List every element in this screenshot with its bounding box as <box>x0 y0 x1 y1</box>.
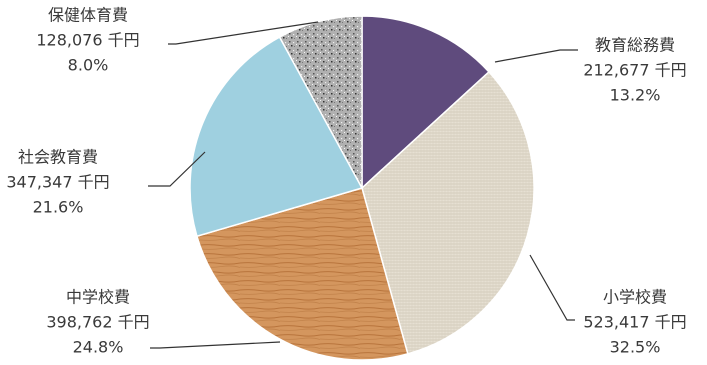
slice-percent-label-4: 21.6% <box>33 198 84 217</box>
slice-percent-label-5: 8.0% <box>68 56 109 75</box>
slice-percent-label-3: 24.8% <box>73 338 124 357</box>
pie-slice-3 <box>195 187 409 361</box>
leader-lines <box>148 21 578 349</box>
pie-slice-4 <box>189 36 364 238</box>
pie-slice-5 <box>278 15 363 189</box>
slice-value-label-1: 212,677 千円 <box>583 61 686 80</box>
leader-line-4 <box>148 151 206 187</box>
leader-line-5 <box>168 21 319 45</box>
slices-layer <box>189 15 535 361</box>
slice-value-label-4: 347,347 千円 <box>6 173 109 192</box>
slice-percent-label-2: 32.5% <box>610 338 661 357</box>
slice-labels: 教育総務費 212,677 千円 13.2% 小学校費 523,417 千円 32.5% 中… <box>6 6 686 357</box>
slice-value-label-5: 128,076 千円 <box>36 31 139 50</box>
slice-category-label-4: 社会教育費 <box>18 148 98 167</box>
slice-category-label-3: 中学校費 <box>66 288 130 307</box>
slice-category-label-2: 小学校費 <box>603 288 667 307</box>
leader-line-3 <box>150 341 281 349</box>
slice-percent-label-1: 13.2% <box>610 86 661 105</box>
slice-category-label-1: 教育総務費 <box>595 36 675 55</box>
slice-category-label-5: 保健体育費 <box>48 6 128 25</box>
slice-value-label-2: 523,417 千円 <box>583 313 686 332</box>
leader-line-1 <box>494 49 578 63</box>
leader-line-2 <box>529 254 575 321</box>
pie-slice-1 <box>361 15 490 190</box>
pie-slice-2 <box>361 70 535 355</box>
slice-value-label-3: 398,762 千円 <box>46 313 149 332</box>
